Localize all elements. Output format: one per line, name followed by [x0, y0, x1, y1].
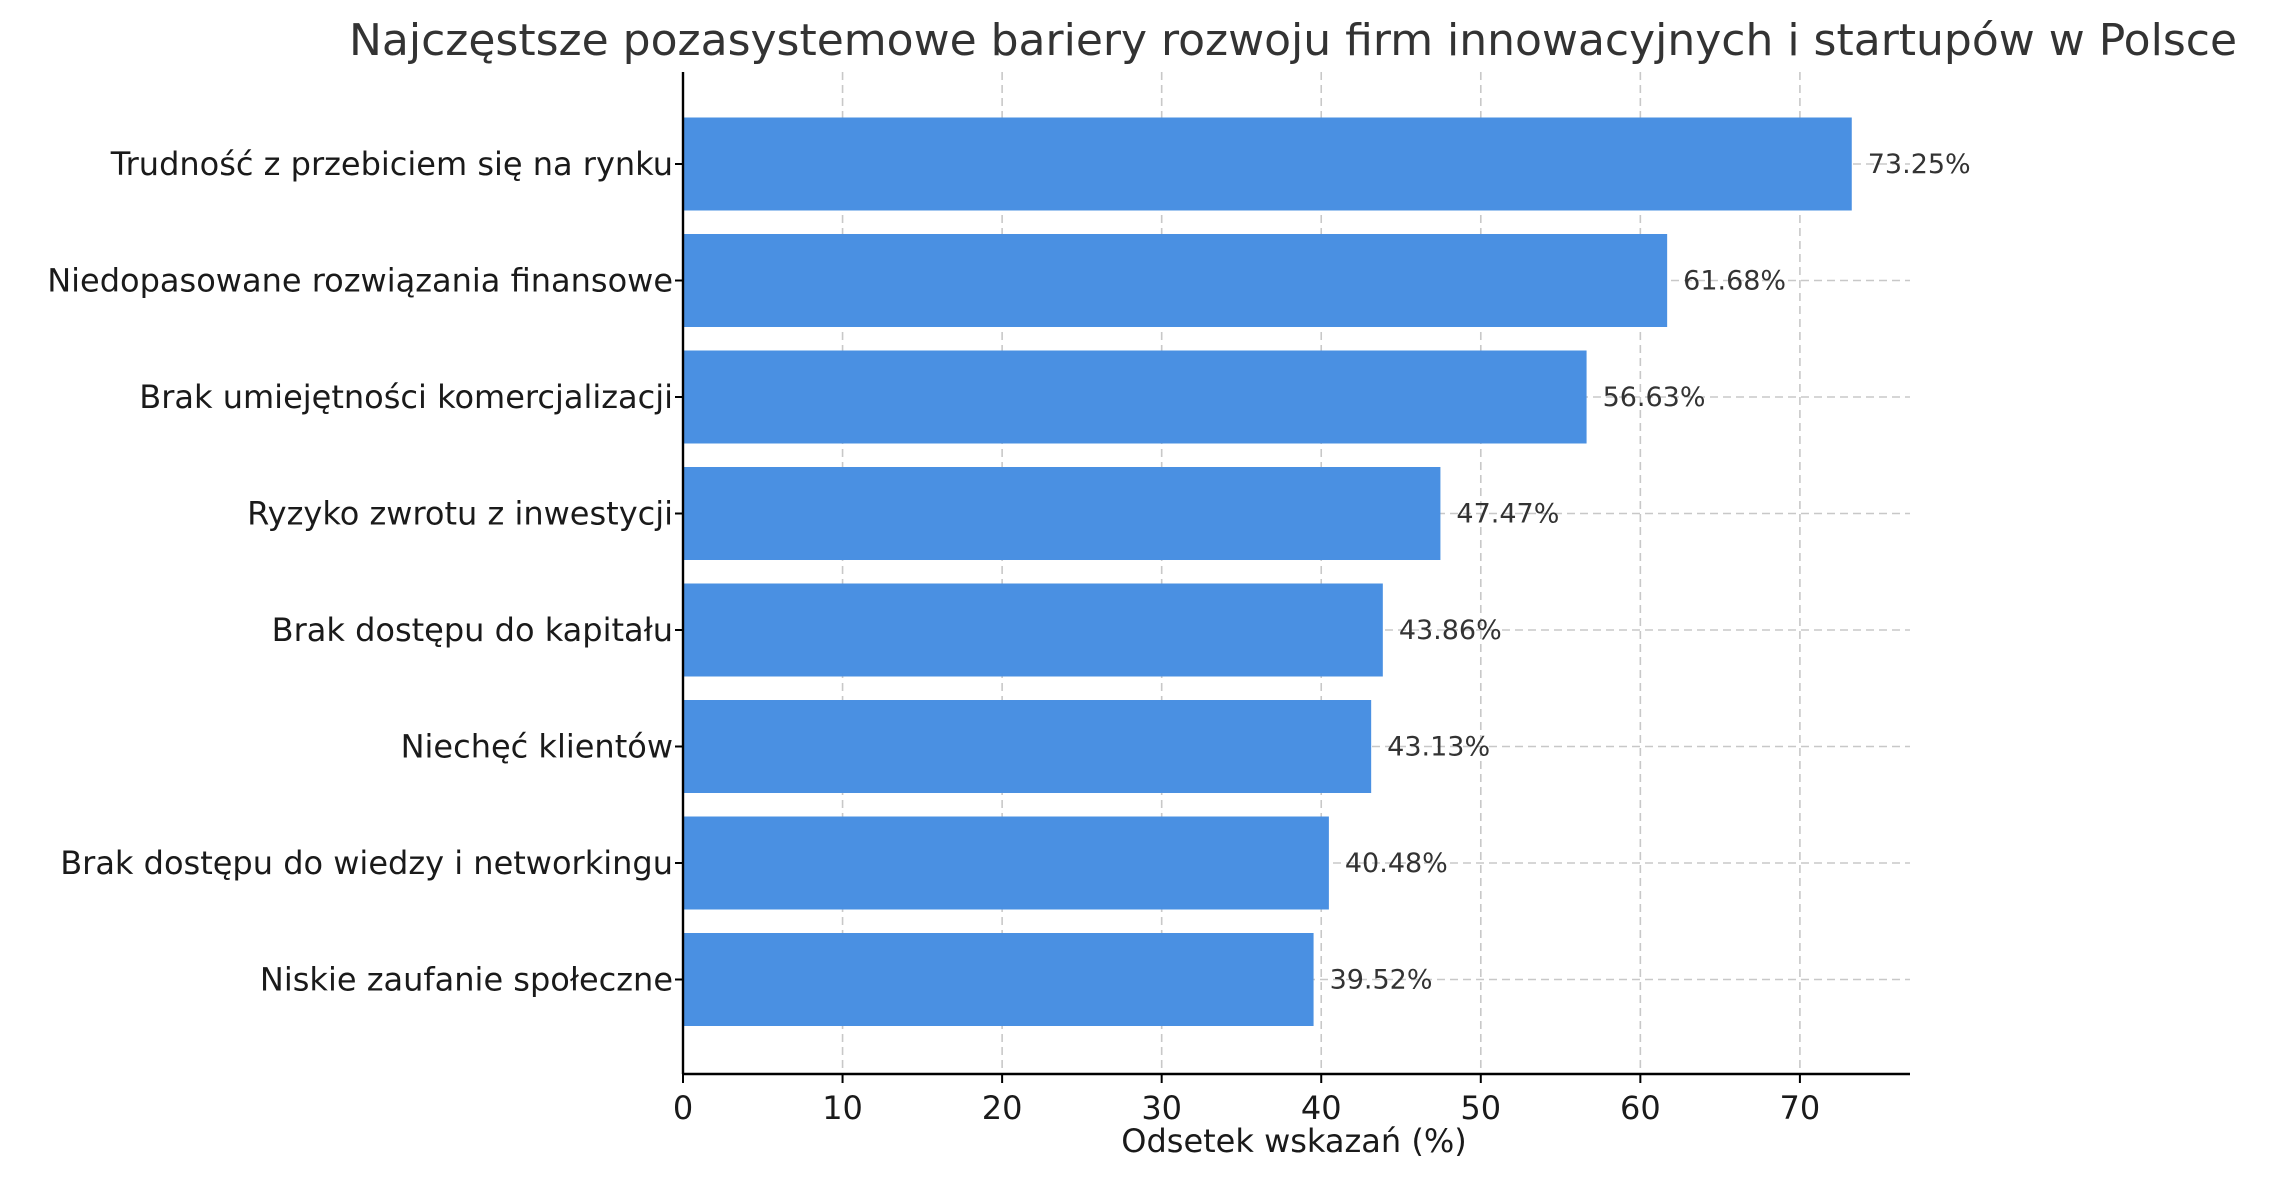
- x-tick-label-0: 0: [673, 1089, 693, 1127]
- bar-7: [683, 933, 1314, 1026]
- category-label-3: Ryzyko zwrotu z inwestycji: [247, 495, 673, 533]
- x-tick-label-4: 40: [1301, 1089, 1342, 1127]
- category-label-4: Brak dostępu do kapitału: [272, 611, 673, 649]
- category-label-1: Niedopasowane rozwiązania finansowe: [47, 262, 673, 300]
- chart-title: Najczęstsze pozasystemowe bariery rozwoj…: [349, 15, 2237, 66]
- category-label-0: Trudność z przebiciem się na rynku: [110, 145, 673, 183]
- bar-3: [683, 467, 1441, 560]
- value-label-7: 39.52%: [1330, 965, 1433, 996]
- x-tick-label-5: 50: [1460, 1089, 1501, 1127]
- value-label-0: 73.25%: [1868, 149, 1971, 180]
- category-label-2: Brak umiejętności komercjalizacji: [139, 378, 673, 416]
- value-label-1: 61.68%: [1683, 266, 1786, 297]
- value-label-2: 56.63%: [1603, 382, 1706, 413]
- axes-layer: 0 10 20 30 40 50 60 70: [673, 72, 1910, 1127]
- x-tick-label-2: 20: [982, 1089, 1023, 1127]
- category-label-5: Niechęć klientów: [401, 728, 673, 766]
- labels-layer: Trudność z przebiciem się na rynku 73.25%…: [47, 145, 1971, 999]
- x-tick-label-3: 30: [1141, 1089, 1182, 1127]
- x-tick-label-7: 70: [1780, 1089, 1821, 1127]
- bar-1: [683, 234, 1668, 327]
- category-label-7: Niskie zaufanie społeczne: [260, 961, 673, 999]
- bar-2: [683, 350, 1587, 444]
- bars-layer: [683, 117, 1852, 1026]
- grid-layer: [682, 72, 1910, 1074]
- category-label-6: Brak dostępu do wiedzy i networkingu: [60, 844, 673, 882]
- x-tick-label-6: 60: [1620, 1089, 1661, 1127]
- bar-4: [683, 583, 1383, 677]
- bar-6: [683, 816, 1329, 910]
- value-label-6: 40.48%: [1345, 848, 1448, 879]
- value-label-5: 43.13%: [1387, 732, 1490, 763]
- bar-5: [683, 700, 1372, 793]
- value-label-3: 47.47%: [1456, 499, 1559, 530]
- bar-0: [683, 117, 1852, 211]
- x-axis-label: Odsetek wskazań (%): [1121, 1122, 1466, 1160]
- value-label-4: 43.86%: [1399, 615, 1502, 646]
- x-tick-label-1: 10: [822, 1089, 863, 1127]
